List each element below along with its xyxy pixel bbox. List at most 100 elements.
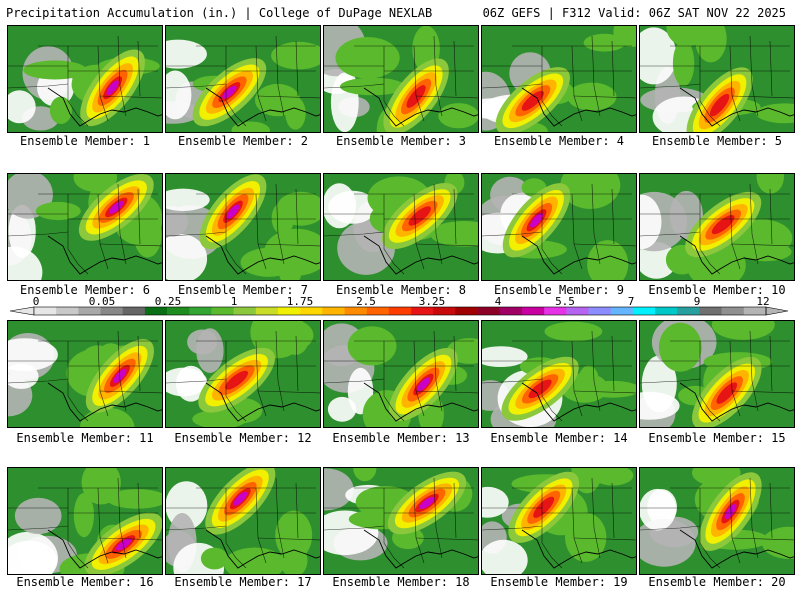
member-label: Ensemble Member: 7 xyxy=(177,283,309,297)
member-map-panel xyxy=(7,25,163,133)
colorbar-max-arrow xyxy=(765,306,789,316)
colorbar-tick-label: 1.75 xyxy=(286,295,314,308)
colorbar-swatch xyxy=(433,307,456,315)
member-map-panel xyxy=(7,173,163,281)
colorbar-tick-label: 12 xyxy=(756,295,770,308)
colorbar-swatch xyxy=(167,307,190,315)
member-label: Ensemble Member: 2 xyxy=(177,134,309,148)
colorbar-tick-label: 9 xyxy=(693,295,701,308)
colorbar-swatch xyxy=(211,307,234,315)
precip-map xyxy=(8,321,162,427)
member-label: Ensemble Member: 9 xyxy=(493,283,625,297)
precip-map xyxy=(324,321,478,427)
member-map-panel xyxy=(639,173,795,281)
precip-map xyxy=(324,26,478,132)
precip-map xyxy=(640,26,794,132)
colorbar-swatch xyxy=(300,307,323,315)
member-label: Ensemble Member: 3 xyxy=(335,134,467,148)
member-map-panel xyxy=(165,25,321,133)
colorbar-min-arrow xyxy=(9,306,35,316)
precip-map xyxy=(482,321,636,427)
colorbar-swatch xyxy=(233,307,257,315)
member-label: Ensemble Member: 5 xyxy=(651,134,783,148)
chart-title: Precipitation Accumulation (in.) | Colle… xyxy=(6,6,433,20)
colorbar-swatch xyxy=(100,307,124,315)
colorbar-swatch xyxy=(144,307,168,315)
colorbar-swatch xyxy=(566,307,589,315)
member-map-panel xyxy=(639,25,795,133)
precip-map xyxy=(482,468,636,574)
member-label: Ensemble Member: 15 xyxy=(648,431,786,445)
colorbar-swatch xyxy=(255,307,279,315)
colorbar-tick-label: 3.25 xyxy=(418,295,446,308)
member-map-panel xyxy=(481,320,637,428)
colorbar-swatch xyxy=(34,307,57,315)
precip-map xyxy=(482,26,636,132)
member-label: Ensemble Member: 17 xyxy=(174,575,312,589)
precip-map xyxy=(166,174,320,280)
member-label: Ensemble Member: 19 xyxy=(490,575,628,589)
member-map-panel xyxy=(639,467,795,575)
colorbar-swatch xyxy=(56,307,79,315)
precip-map xyxy=(166,321,320,427)
precip-map xyxy=(166,26,320,132)
colorbar-swatch xyxy=(699,307,722,315)
colorbar-swatch xyxy=(655,307,678,315)
member-map-panel xyxy=(7,467,163,575)
member-label: Ensemble Member: 1 xyxy=(19,134,151,148)
colorbar-swatch xyxy=(522,307,545,315)
member-label: Ensemble Member: 10 xyxy=(648,283,786,297)
member-map-panel xyxy=(323,173,479,281)
colorbar-swatch xyxy=(278,307,301,315)
colorbar-swatch xyxy=(388,307,412,315)
member-map-panel xyxy=(165,320,321,428)
colorbar-outline xyxy=(33,306,767,316)
member-map-panel xyxy=(481,173,637,281)
member-label: Ensemble Member: 18 xyxy=(332,575,470,589)
member-label: Ensemble Member: 6 xyxy=(19,283,151,297)
precip-map xyxy=(640,468,794,574)
colorbar-tick-label: 4 xyxy=(494,295,502,308)
colorbar-tick-label: 0.25 xyxy=(154,295,182,308)
colorbar-swatch xyxy=(632,307,656,315)
member-label: Ensemble Member: 12 xyxy=(174,431,312,445)
colorbar-swatch xyxy=(588,307,612,315)
colorbar-tick-label: 7 xyxy=(627,295,635,308)
member-label: Ensemble Member: 4 xyxy=(493,134,625,148)
colorbar-swatch xyxy=(122,307,146,315)
colorbar-tick-label: 2.5 xyxy=(356,295,376,308)
colorbar-swatch xyxy=(322,307,345,315)
colorbar-swatch xyxy=(721,307,745,315)
member-map-panel xyxy=(481,467,637,575)
colorbar-swatch xyxy=(366,307,390,315)
colorbar-swatch xyxy=(544,307,567,315)
member-label: Ensemble Member: 11 xyxy=(16,431,154,445)
colorbar-tick-label: 0.05 xyxy=(88,295,116,308)
colorbar-swatch xyxy=(411,307,434,315)
colorbar-tick-label: 0 xyxy=(32,295,40,308)
colorbar-swatch xyxy=(477,307,501,315)
colorbar-swatch xyxy=(189,307,212,315)
colorbar-swatch xyxy=(610,307,634,315)
member-label: Ensemble Member: 16 xyxy=(16,575,154,589)
precip-map xyxy=(640,174,794,280)
member-map-panel xyxy=(481,25,637,133)
precip-map xyxy=(166,468,320,574)
member-map-panel xyxy=(165,173,321,281)
precip-map xyxy=(482,174,636,280)
member-label: Ensemble Member: 8 xyxy=(335,283,467,297)
colorbar-swatch xyxy=(455,307,478,315)
member-map-panel xyxy=(639,320,795,428)
member-label: Ensemble Member: 20 xyxy=(648,575,786,589)
member-label: Ensemble Member: 14 xyxy=(490,431,628,445)
member-map-panel xyxy=(323,25,479,133)
colorbar-tick-label: 1 xyxy=(230,295,238,308)
precip-map xyxy=(640,321,794,427)
colorbar-swatch xyxy=(499,307,523,315)
colorbar-swatch xyxy=(743,307,767,315)
member-map-panel xyxy=(7,320,163,428)
precip-map xyxy=(8,174,162,280)
colorbar-swatch xyxy=(677,307,700,315)
colorbar-swatch xyxy=(344,307,368,315)
color-scale-bar xyxy=(9,306,789,316)
